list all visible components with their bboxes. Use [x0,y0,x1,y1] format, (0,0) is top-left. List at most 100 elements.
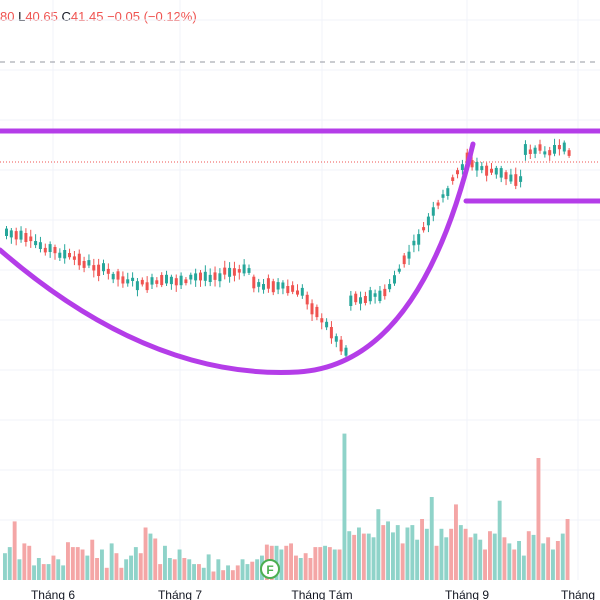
candle-body [543,151,547,155]
volume-bar [555,541,560,580]
candle-body [53,247,57,254]
volume-bar [546,537,551,580]
candle-body [262,284,265,290]
volume-bar [245,564,250,580]
candle-body [276,282,280,290]
volume-bar [492,533,497,580]
volume-bar [352,534,357,580]
volume-bar [386,521,390,580]
volume-bar [201,567,206,580]
earnings-badge-label: F [266,563,273,577]
candle-body [402,255,406,265]
candle-body [354,293,358,303]
volume-bar [536,458,541,580]
volume-bar [250,561,255,580]
volume-bar [517,541,521,580]
volume-bar [279,549,284,580]
candle-body [393,275,396,284]
candle-body [97,264,101,276]
volume-bar [61,565,66,580]
volume-bar [22,543,27,580]
volume-bar [177,549,182,580]
candle-body [281,282,285,289]
x-tick-label: Tháng 7 [158,588,202,600]
volume-bar [32,565,36,580]
candle-body [106,268,110,274]
candle-body [325,321,329,328]
candle-body [456,170,459,175]
candle-body [388,284,392,290]
volume-bar [148,533,153,580]
volume-bars [3,433,570,580]
candle-body [242,264,246,274]
candle-body [436,202,440,206]
volume-bar [119,567,124,580]
candle-body [150,277,154,285]
candle-body [422,227,426,231]
candle-body [315,306,319,318]
volume-bar [521,555,526,580]
candle-body [203,271,207,281]
volume-bar [342,433,347,580]
volume-bar [56,559,61,580]
candle-body [320,318,324,323]
volume-bar [541,543,546,580]
candle-body [126,279,130,284]
volume-bar [303,553,308,580]
candle-body [514,174,518,186]
candle-body [179,275,183,286]
candle-body [174,278,178,286]
candle-body [189,274,193,280]
earnings-badge[interactable]: F [260,559,280,579]
candle-body [446,188,450,196]
volume-bar [129,555,133,580]
candle-body [397,268,401,272]
volume-bar [308,558,313,580]
candle-body [300,287,304,296]
volume-bar [221,570,226,580]
candle-body [562,142,566,152]
candle-body [557,145,561,150]
candle-body [460,164,464,170]
volume-bar [400,543,405,580]
candle-body [499,168,503,178]
volume-bar [429,497,434,580]
candle-body [184,279,188,284]
volume-bar [483,549,487,580]
volume-bar [109,543,114,580]
volume-bar [3,553,7,580]
volume-bar [133,547,138,580]
volume-bar [449,528,454,580]
candle-body [5,228,8,236]
volume-bar [167,558,172,580]
volume-bar [512,549,517,580]
x-tick-label: Tháng 6 [31,588,75,600]
candle-body [441,194,445,198]
volume-bar [7,547,12,580]
candle-body [237,269,241,273]
volume-bar [192,564,196,580]
volume-bar [51,555,56,580]
candle-body [383,288,387,297]
candle-body [528,149,532,154]
volume-bar [211,571,216,580]
volume-bar [216,559,221,580]
volume-bar [90,539,95,580]
candle-body [145,282,149,291]
candle-body [111,273,115,280]
candle-body [378,290,382,301]
volume-bar [444,537,449,580]
volume-bar [313,547,318,580]
candle-body [43,247,47,253]
volume-bar [100,549,104,580]
candle-body [305,294,309,305]
volume-bar [371,537,376,580]
volume-bar [206,554,211,580]
volume-bar [36,558,41,580]
volume-bar [284,545,289,580]
volume-bar [420,519,424,580]
candle-body [291,285,295,292]
candle-body [412,240,416,246]
volume-bar [27,545,32,580]
